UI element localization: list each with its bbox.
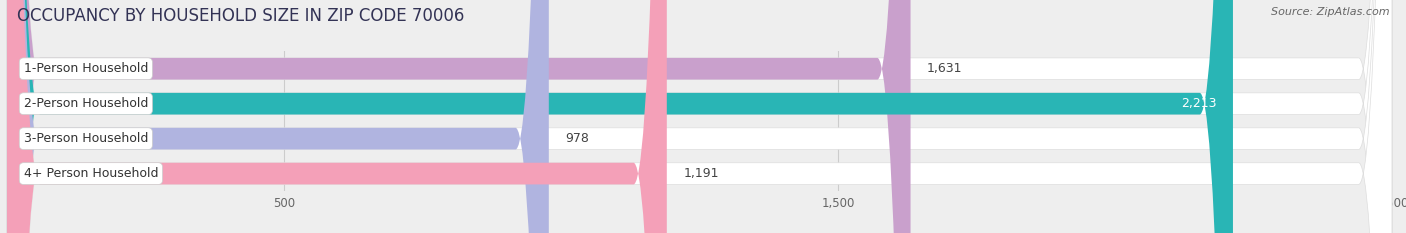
FancyBboxPatch shape: [7, 0, 911, 233]
FancyBboxPatch shape: [7, 0, 1392, 233]
FancyBboxPatch shape: [7, 0, 1392, 233]
Text: 3-Person Household: 3-Person Household: [24, 132, 148, 145]
Text: 978: 978: [565, 132, 589, 145]
FancyBboxPatch shape: [7, 0, 1392, 233]
FancyBboxPatch shape: [7, 0, 548, 233]
Text: 1,191: 1,191: [683, 167, 718, 180]
FancyBboxPatch shape: [7, 0, 1392, 233]
Text: 1,631: 1,631: [927, 62, 963, 75]
Text: OCCUPANCY BY HOUSEHOLD SIZE IN ZIP CODE 70006: OCCUPANCY BY HOUSEHOLD SIZE IN ZIP CODE …: [17, 7, 464, 25]
Text: 2-Person Household: 2-Person Household: [24, 97, 148, 110]
Text: 4+ Person Household: 4+ Person Household: [24, 167, 157, 180]
Text: 2,213: 2,213: [1181, 97, 1216, 110]
FancyBboxPatch shape: [7, 0, 1233, 233]
Text: Source: ZipAtlas.com: Source: ZipAtlas.com: [1271, 7, 1389, 17]
FancyBboxPatch shape: [7, 0, 666, 233]
Text: 1-Person Household: 1-Person Household: [24, 62, 148, 75]
